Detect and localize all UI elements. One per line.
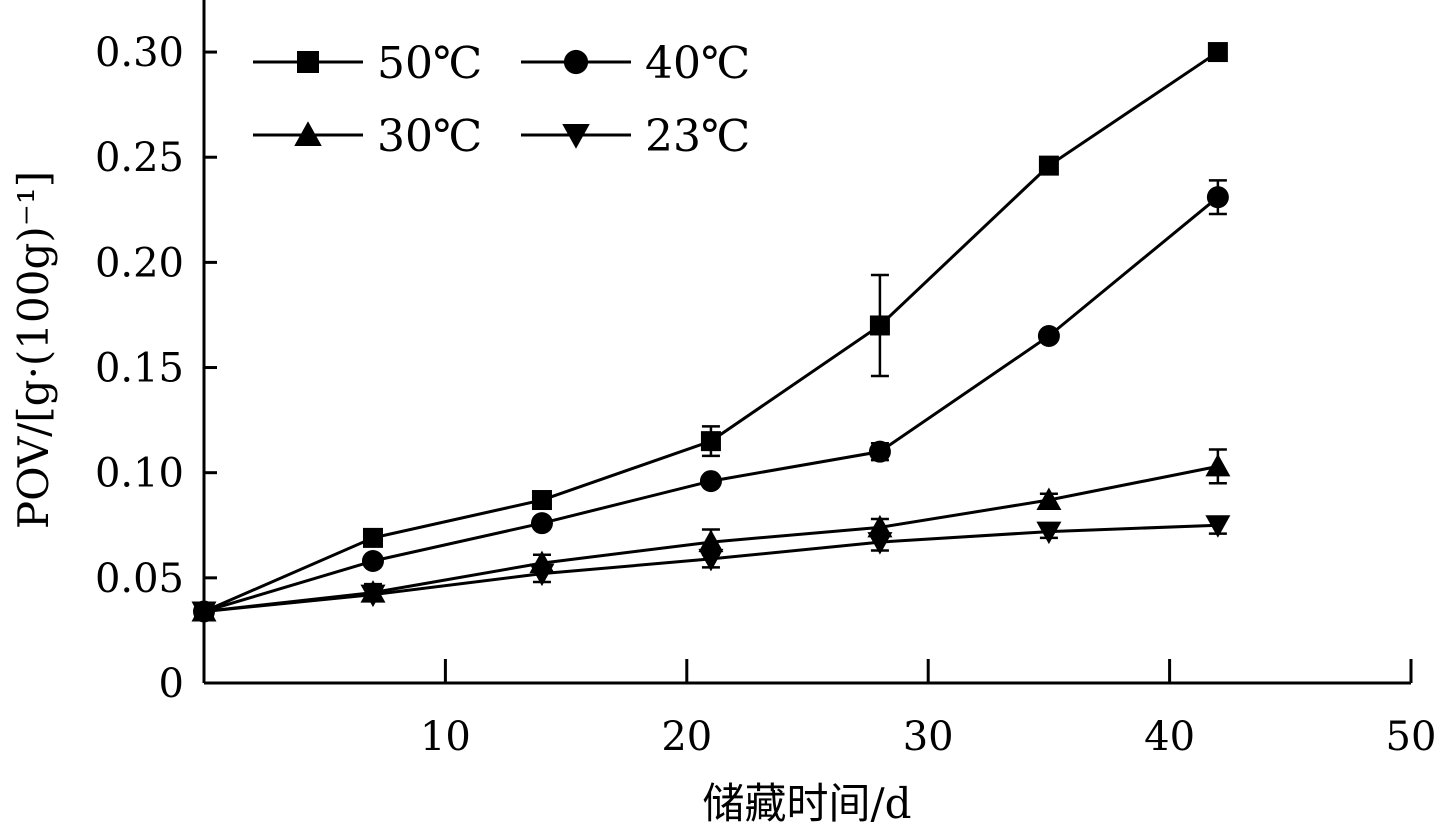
- data-point: [530, 512, 553, 535]
- y-tick-label: 0.25: [95, 135, 184, 181]
- data-point: [361, 550, 384, 573]
- data-point: [360, 584, 386, 608]
- data-point: [1207, 42, 1228, 63]
- legend-label: 50℃: [377, 38, 482, 89]
- data-point: [1037, 324, 1060, 347]
- data-point: [1036, 487, 1062, 511]
- y-tick-label: 0.15: [95, 346, 184, 392]
- legend-item: 23℃: [521, 111, 750, 162]
- legend-item: 50℃: [253, 38, 482, 89]
- legend: 50℃ 40℃ 30℃ 23℃: [253, 38, 750, 162]
- data-point: [1038, 155, 1059, 176]
- x-tick-label: 40: [1144, 714, 1195, 760]
- x-tick-label: 50: [1386, 714, 1437, 760]
- data-point: [867, 532, 893, 555]
- data-point: [699, 470, 722, 493]
- y-tick-label: 0.10: [95, 451, 184, 497]
- legend-item: 30℃: [253, 111, 482, 162]
- x-axis-title: 储藏时间/d: [702, 779, 911, 828]
- data-point: [698, 548, 724, 572]
- series-2: [193, 179, 1229, 623]
- legend-marker: [297, 51, 319, 73]
- series-4: [191, 515, 1231, 624]
- data-point: [531, 490, 552, 511]
- data-point: [868, 440, 891, 463]
- data-point: [1036, 521, 1062, 545]
- x-tick-label: 30: [903, 714, 954, 760]
- legend-marker: [294, 121, 322, 146]
- legend-label: 40℃: [645, 38, 750, 89]
- x-tick-label: 10: [420, 714, 471, 760]
- data-point: [529, 563, 555, 587]
- y-tick-label: 0.05: [95, 556, 184, 602]
- data-point: [362, 527, 383, 548]
- x-tick-label: 20: [661, 714, 712, 760]
- legend-item: 40℃: [521, 38, 750, 89]
- data-point: [1205, 453, 1231, 477]
- series-layer: [191, 42, 1231, 624]
- legend-label: 30℃: [377, 111, 482, 162]
- legend-marker: [562, 124, 590, 149]
- data-point: [1206, 186, 1229, 209]
- y-tick-label: 0: [159, 661, 184, 707]
- y-tick-label: 0.20: [95, 240, 184, 286]
- y-axis-title: POV/[g·(100g)⁻¹]: [9, 171, 58, 529]
- data-point: [191, 601, 217, 624]
- data-point: [700, 431, 721, 452]
- legend-label: 23℃: [645, 111, 750, 162]
- data-point: [698, 529, 724, 553]
- data-point: [1205, 515, 1231, 538]
- data-point: [869, 315, 890, 336]
- y-tick-label: 0.30: [95, 30, 184, 76]
- data-point: [867, 514, 893, 538]
- legend-marker: [563, 49, 589, 75]
- axes: 0 0.05 0.10 0.15 0.20 0.25 0.30 10 20 30 40 50: [95, 0, 1437, 760]
